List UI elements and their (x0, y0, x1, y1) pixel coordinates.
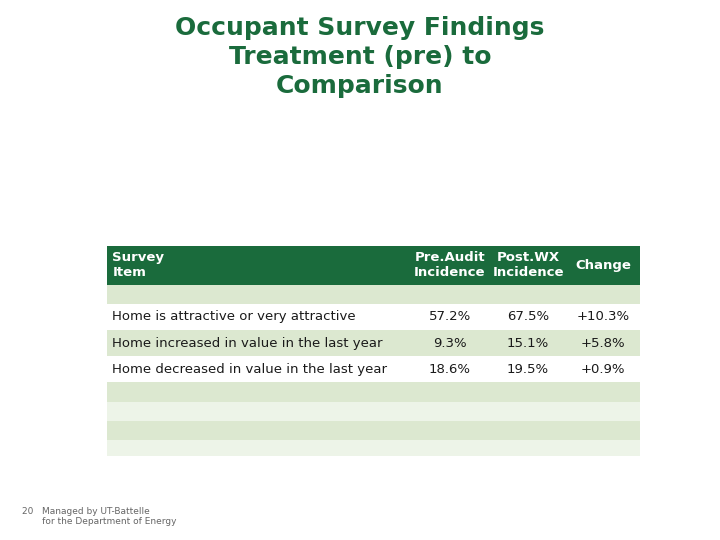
Text: Change: Change (575, 259, 631, 272)
Text: Post.WX
Incidence: Post.WX Incidence (492, 252, 564, 279)
Text: 15.1%: 15.1% (507, 336, 549, 350)
Text: Home increased in value in the last year: Home increased in value in the last year (112, 336, 383, 350)
Text: 19.5%: 19.5% (507, 363, 549, 376)
Text: Occupant Survey Findings
Treatment (pre) to
Comparison: Occupant Survey Findings Treatment (pre)… (175, 16, 545, 98)
Text: 57.2%: 57.2% (429, 310, 471, 323)
Bar (107, 330, 639, 356)
Bar (107, 285, 639, 304)
Text: +5.8%: +5.8% (581, 336, 626, 350)
Text: Pre.Audit
Incidence: Pre.Audit Incidence (414, 252, 486, 279)
Text: Home decreased in value in the last year: Home decreased in value in the last year (112, 363, 387, 376)
Text: Home is attractive or very attractive: Home is attractive or very attractive (112, 310, 356, 323)
Bar (107, 402, 639, 421)
Bar (107, 440, 639, 456)
Text: 67.5%: 67.5% (507, 310, 549, 323)
Bar (107, 246, 639, 285)
Text: 9.3%: 9.3% (433, 336, 467, 350)
Text: +0.9%: +0.9% (581, 363, 626, 376)
Bar (107, 382, 639, 402)
Text: +10.3%: +10.3% (577, 310, 630, 323)
Text: Survey
Item: Survey Item (112, 252, 164, 279)
Bar (107, 421, 639, 440)
Bar (107, 304, 639, 330)
Text: 18.6%: 18.6% (429, 363, 471, 376)
Bar (107, 356, 639, 382)
Text: 20   Managed by UT-Battelle
       for the Department of Energy: 20 Managed by UT-Battelle for the Depart… (22, 507, 176, 526)
